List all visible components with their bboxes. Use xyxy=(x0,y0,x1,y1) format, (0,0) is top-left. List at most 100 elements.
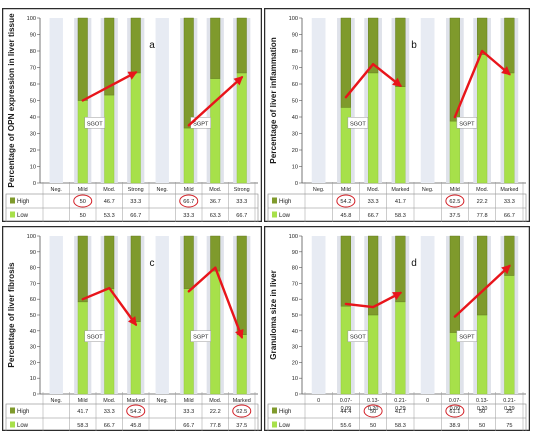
y-tick-label: 80 xyxy=(292,49,298,55)
bar-high xyxy=(449,17,460,122)
bar-high xyxy=(183,17,194,129)
chart-panel-a: Percentage of OPN expression in liver ti… xyxy=(1,7,263,223)
x-tick-label: Mild xyxy=(341,187,351,193)
x-tick-label: 0.07-0.09 xyxy=(340,398,352,412)
neg-column xyxy=(49,236,63,394)
legend-swatch-low xyxy=(10,421,15,428)
table-cell-low: 66.7 xyxy=(504,213,515,219)
y-tick-label: 10 xyxy=(292,165,298,171)
bar-high xyxy=(104,235,115,289)
legend-swatch-low xyxy=(272,211,277,218)
chart-svg-d: Granuloma size in liver 0 10 20 30 40 50 60 70 80… xyxy=(263,225,531,433)
table-cell-high: 41.7 xyxy=(395,199,406,205)
trend-arrow xyxy=(344,63,402,99)
panel-letter: d xyxy=(411,258,417,269)
table-cell-high: 66.7 xyxy=(183,199,194,205)
bar-low xyxy=(210,78,221,184)
table-cell-high: 33.3 xyxy=(104,409,115,415)
panel-letter: b xyxy=(411,40,417,51)
x-tick-label: Marked xyxy=(500,187,518,193)
legend-label-low: Low xyxy=(279,213,291,219)
x-tick-label: Mod. xyxy=(476,187,488,193)
y-tick-label: 90 xyxy=(30,33,36,39)
group-label-box xyxy=(456,330,478,342)
trend-arrow-head xyxy=(392,77,402,87)
chart-svg-c: Percentage of liver fibrosis 0 10 20 30 40 50 6… xyxy=(1,225,263,433)
y-tick-label: 60 xyxy=(30,82,36,88)
legend-label-high: High xyxy=(17,409,29,415)
bar-low xyxy=(395,301,406,395)
trend-arrow-head xyxy=(392,291,403,301)
legend-swatch-high xyxy=(10,407,15,414)
legend-label-low: Low xyxy=(279,423,291,429)
table-cell-high: 62.5 xyxy=(449,199,460,205)
y-tick-label: 60 xyxy=(292,82,298,88)
bar-high xyxy=(368,17,379,74)
bar-low xyxy=(77,100,88,184)
y-tick-label: 40 xyxy=(30,329,36,335)
x-tick-label: Mild xyxy=(78,398,88,404)
panel-letter: a xyxy=(149,40,155,51)
chart-panel-b: Percentage of liver inflammation 0 10 20 30 4… xyxy=(263,7,531,223)
legend-swatch-high xyxy=(272,197,277,204)
y-tick-label: 40 xyxy=(292,115,298,121)
y-tick-label: 70 xyxy=(30,281,36,287)
y-tick-label: 100 xyxy=(289,234,298,240)
bar-high xyxy=(395,17,406,88)
y-tick-label: 10 xyxy=(30,165,36,171)
table-cell-low: 45.8 xyxy=(340,213,351,219)
table-cell-high: 33.3 xyxy=(504,199,515,205)
table-cell-high: 36.7 xyxy=(210,199,221,205)
chart-svg-a: Percentage of OPN expression in liver ti… xyxy=(1,7,263,223)
y-tick-label: 40 xyxy=(30,115,36,121)
x-tick-label: 0 xyxy=(317,398,320,404)
y-tick-label: 80 xyxy=(292,266,298,272)
bar-low xyxy=(504,275,515,395)
x-tick-label: Mod. xyxy=(103,398,115,404)
neg-column xyxy=(311,18,326,183)
group-label-box xyxy=(190,330,211,342)
bar-high xyxy=(77,17,88,101)
table-cell-high: 50 xyxy=(479,409,485,415)
x-tick-label: 0.07-0.09 xyxy=(449,398,461,412)
x-tick-label: Mild xyxy=(450,187,460,193)
y-tick-label: 0 xyxy=(33,181,36,187)
x-tick-label: 0.21-0.29 xyxy=(394,398,406,412)
legend-label-high: High xyxy=(279,409,291,415)
y-tick-label: 20 xyxy=(30,148,36,154)
bar-high xyxy=(130,235,141,322)
highlight-circle xyxy=(232,404,252,418)
bar-high xyxy=(104,17,115,96)
x-tick-label: Strong xyxy=(234,187,250,193)
y-tick-label: 50 xyxy=(292,99,298,105)
table-cell-high: 54.2 xyxy=(340,199,351,205)
table-cell-low: 55.6 xyxy=(340,423,351,429)
group-label: SGOT xyxy=(87,121,103,127)
table-cell-low: 66.7 xyxy=(368,213,379,219)
x-tick-label: 0.21-0.29 xyxy=(503,398,515,412)
bar-low xyxy=(77,301,88,395)
bar-low xyxy=(104,288,115,395)
bar-high xyxy=(504,17,515,74)
panel-letter: c xyxy=(150,258,155,269)
y-tick-label: 30 xyxy=(292,345,298,351)
table-cell-low: 37.5 xyxy=(449,213,460,219)
group-label: SGPT xyxy=(193,335,209,341)
bar-low xyxy=(236,72,247,184)
y-tick-label: 30 xyxy=(30,132,36,138)
table-cell-low: 66.7 xyxy=(183,423,194,429)
x-tick-label: Mild xyxy=(78,187,88,193)
group-label-box xyxy=(347,117,369,129)
table-cell-low: 37.5 xyxy=(236,423,247,429)
bar-low xyxy=(130,72,141,184)
y-tick-label: 0 xyxy=(33,392,36,398)
table-cell-high: 44.4 xyxy=(340,409,351,415)
y-tick-label: 80 xyxy=(30,49,36,55)
legend-label-low: Low xyxy=(17,213,29,219)
bar-low xyxy=(449,120,460,184)
x-tick-label: Mod. xyxy=(209,398,221,404)
bar-low xyxy=(236,334,247,395)
table-cell-high: 25 xyxy=(506,409,512,415)
highlight-circle xyxy=(363,404,383,418)
bar-high xyxy=(210,235,221,272)
